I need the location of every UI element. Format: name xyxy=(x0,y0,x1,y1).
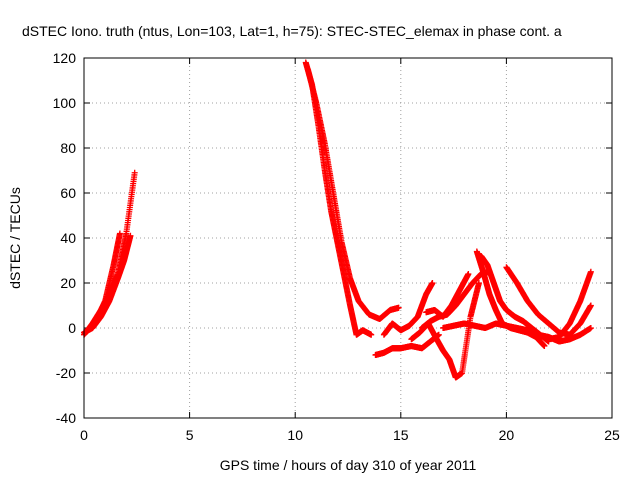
x-tick-label: 10 xyxy=(287,427,303,443)
data-point xyxy=(429,280,436,286)
y-tick-label: 80 xyxy=(60,140,76,156)
series-6 xyxy=(372,331,442,358)
y-tick-label: -40 xyxy=(56,410,76,426)
series-1 xyxy=(81,169,138,338)
data-point xyxy=(587,325,594,331)
x-tick-label: 0 xyxy=(80,427,88,443)
data-point xyxy=(587,302,594,309)
series-7 xyxy=(380,280,436,338)
data-point xyxy=(116,230,123,237)
grid xyxy=(84,58,612,418)
chart-title: dSTEC Iono. truth (ntus, Lon=103, Lat=1,… xyxy=(22,23,562,39)
y-tick-label: 60 xyxy=(60,185,76,201)
x-tick-label: 5 xyxy=(186,427,194,443)
data-point xyxy=(587,268,594,275)
x-axis-label: GPS time / hours of day 310 of year 2011 xyxy=(220,457,477,473)
data-point xyxy=(127,232,134,239)
series-10 xyxy=(423,271,472,320)
y-tick-label: 40 xyxy=(60,230,76,246)
data-point xyxy=(131,169,138,176)
series-3 xyxy=(85,230,123,334)
series-5 xyxy=(304,66,402,322)
data-point xyxy=(475,280,482,286)
plot-frame xyxy=(83,57,613,419)
y-axis-label: dSTEC / TECUs xyxy=(7,187,23,289)
series-15 xyxy=(535,268,594,343)
y-tick-label: -20 xyxy=(56,365,76,381)
data-point xyxy=(465,271,472,277)
y-tick-label: 0 xyxy=(68,320,76,336)
x-tick-label: 15 xyxy=(393,427,409,443)
y-tick-label: 120 xyxy=(53,50,77,66)
data-point xyxy=(368,331,375,338)
data-point xyxy=(541,343,548,349)
x-tick-label: 20 xyxy=(499,427,515,443)
data-series xyxy=(81,59,594,381)
data-point xyxy=(395,304,402,311)
x-tick-label: 25 xyxy=(604,427,620,443)
y-tick-label: 100 xyxy=(53,95,77,111)
y-tick-label: 20 xyxy=(60,275,76,291)
